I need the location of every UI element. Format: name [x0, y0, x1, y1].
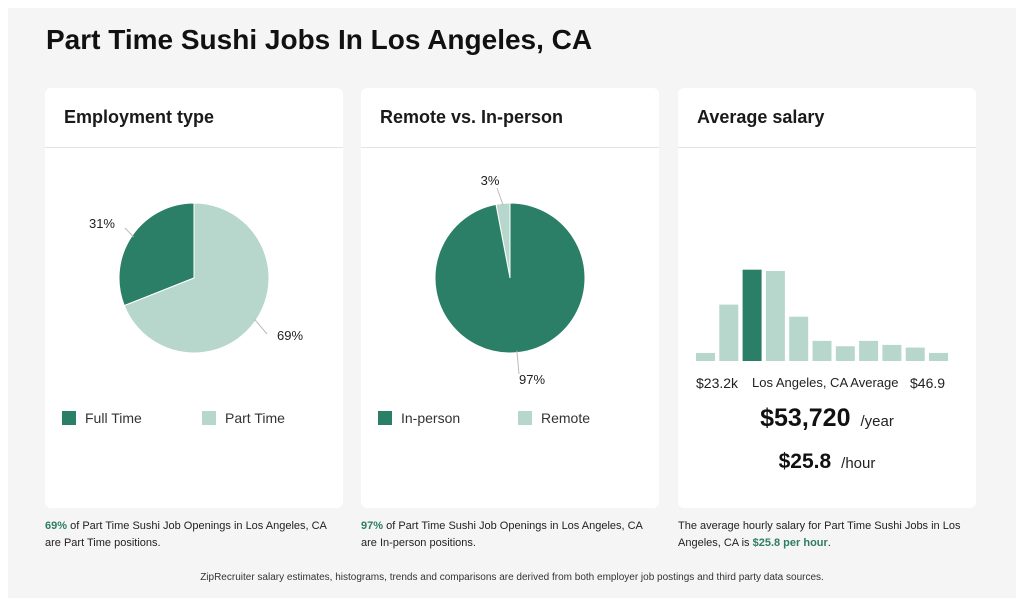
legend-label-remote: Remote	[541, 410, 591, 426]
pie-slice-in-person	[434, 202, 586, 354]
average-salary-caption: The average hourly salary for Part Time …	[678, 518, 976, 552]
histogram-bar	[882, 344, 902, 361]
average-salary-caption-highlight: $25.8 per hour	[752, 537, 828, 549]
pie-leader-line	[124, 227, 134, 238]
yearly-salary: $53,720 /year	[678, 404, 976, 433]
remote-card: Remote vs. In-person 3% 97% In-person Rem…	[361, 88, 659, 508]
average-salary-heading: Average salary	[678, 88, 976, 148]
remote-caption: 97% of Part Time Sushi Job Openings in L…	[361, 518, 659, 552]
legend-label-full-time: Full Time	[85, 410, 142, 426]
average-salary-caption-end: .	[827, 537, 831, 549]
salary-average-label: Los Angeles, CA Average	[752, 375, 899, 390]
histogram-bar	[719, 304, 739, 361]
remote-legend: In-person Remote	[361, 410, 659, 430]
legend-item-in-person: In-person	[378, 410, 460, 426]
pie-leader-line	[516, 350, 520, 375]
histogram-bar	[835, 346, 855, 361]
remote-heading: Remote vs. In-person	[361, 88, 659, 148]
hourly-salary-value: $25.8	[778, 450, 832, 473]
legend-label-part-time: Part Time	[225, 410, 285, 426]
legend-swatch-part-time	[202, 411, 216, 425]
hourly-salary-unit: /hour	[841, 455, 876, 472]
remote-caption-highlight: 97%	[361, 520, 384, 532]
salary-histogram	[696, 269, 948, 361]
legend-swatch-full-time	[62, 411, 76, 425]
employment-type-legend: Full Time Part Time	[45, 410, 343, 430]
histogram-bar	[789, 316, 809, 361]
employment-type-caption: 69% of Part Time Sushi Job Openings in L…	[45, 518, 343, 552]
hourly-salary: $25.8 /hour	[678, 450, 976, 474]
pie-leader-line	[496, 187, 504, 206]
yearly-salary-unit: /year	[860, 413, 894, 430]
salary-min-label: $23.2k	[696, 375, 739, 391]
salary-max-label: $46.9	[910, 375, 946, 391]
histogram-bar	[905, 347, 925, 361]
legend-item-full-time: Full Time	[62, 410, 142, 426]
average-salary-card: Average salary $23.2k Los Angeles, CA Av…	[678, 88, 976, 508]
legend-swatch-remote	[518, 411, 532, 425]
pie-label-part-time: 69%	[277, 328, 303, 343]
histogram-bar	[859, 340, 879, 361]
histogram-bar	[742, 269, 762, 361]
legend-item-remote: Remote	[518, 410, 590, 426]
histogram-bar	[812, 340, 832, 361]
footer-note: ZipRecruiter salary estimates, histogram…	[200, 572, 824, 583]
pie-label-remote: 3%	[481, 173, 500, 188]
pie-label-in-person: 97%	[519, 372, 545, 387]
yearly-salary-value: $53,720	[760, 404, 851, 432]
employment-type-caption-highlight: 69%	[45, 520, 68, 532]
pie-leader-line	[253, 318, 268, 335]
page-title: Part Time Sushi Jobs In Los Angeles, CA	[46, 24, 593, 55]
pie-slice-part-time	[123, 202, 270, 354]
employment-type-card: Employment type 31% 69% Full Time Part Ti…	[45, 88, 343, 508]
legend-item-part-time: Part Time	[202, 410, 285, 426]
remote-pie-chart: 3% 97%	[434, 173, 586, 387]
employment-type-heading: Employment type	[45, 88, 343, 148]
average-salary-caption-text: The average hourly salary for Part Time …	[678, 520, 961, 549]
legend-swatch-in-person	[378, 411, 392, 425]
legend-label-in-person: In-person	[401, 410, 461, 426]
histogram-bar	[765, 271, 785, 361]
employment-type-pie-chart: 31% 69%	[89, 202, 303, 354]
histogram-bar	[929, 352, 948, 361]
salary-axis-labels: $23.2k Los Angeles, CA Average $46.9	[678, 375, 976, 393]
employment-type-caption-text: of Part Time Sushi Job Openings in Los A…	[45, 520, 327, 549]
remote-caption-text: of Part Time Sushi Job Openings in Los A…	[361, 520, 643, 549]
pie-label-full-time: 31%	[89, 216, 115, 231]
histogram-bar	[696, 352, 715, 361]
